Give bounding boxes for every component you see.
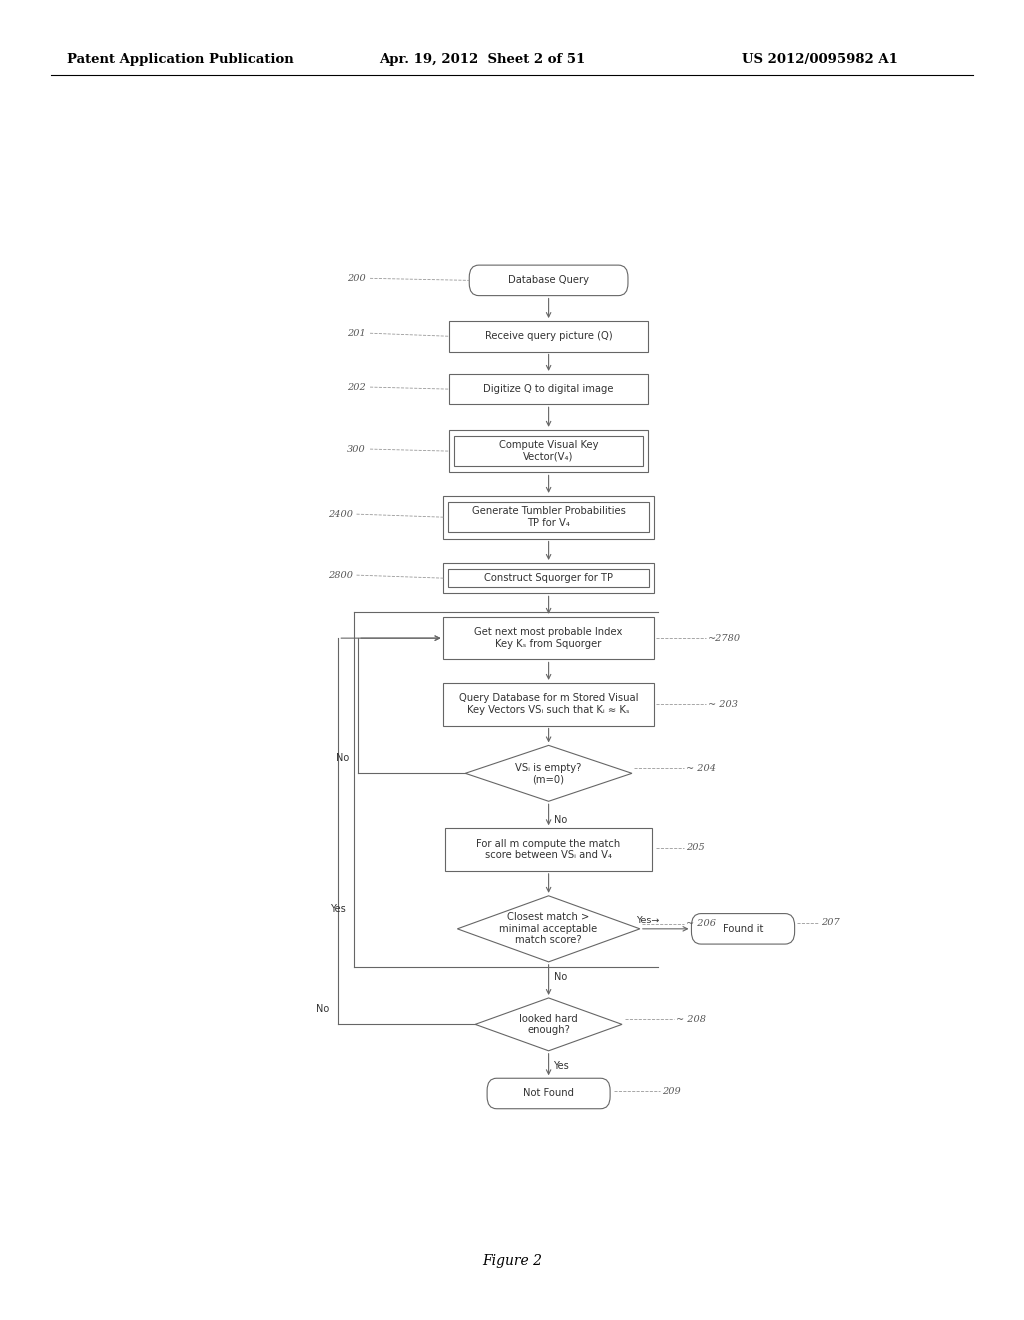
Bar <box>450 430 648 473</box>
FancyBboxPatch shape <box>487 1078 610 1109</box>
Text: 2400: 2400 <box>328 510 352 519</box>
Text: VSᵢ is empty?
(m=0): VSᵢ is empty? (m=0) <box>515 763 582 784</box>
Text: Patent Application Publication: Patent Application Publication <box>67 53 293 66</box>
Bar <box>450 374 648 404</box>
FancyBboxPatch shape <box>469 265 628 296</box>
Text: ~ 204: ~ 204 <box>686 764 716 772</box>
Text: No: No <box>554 972 567 982</box>
Text: looked hard
enough?: looked hard enough? <box>519 1014 578 1035</box>
Text: No: No <box>336 754 349 763</box>
Text: 300: 300 <box>347 445 367 454</box>
FancyBboxPatch shape <box>691 913 795 944</box>
Text: Yes: Yes <box>553 1061 568 1071</box>
Text: Apr. 19, 2012  Sheet 2 of 51: Apr. 19, 2012 Sheet 2 of 51 <box>379 53 585 66</box>
Text: Closest match >
minimal acceptable
match score?: Closest match > minimal acceptable match… <box>500 912 598 945</box>
Bar <box>443 496 653 539</box>
Bar <box>443 682 653 726</box>
Text: 202: 202 <box>347 383 367 392</box>
Text: Database Query: Database Query <box>508 276 589 285</box>
Text: 207: 207 <box>821 919 840 927</box>
Polygon shape <box>465 746 632 801</box>
Bar <box>450 321 648 351</box>
Bar <box>443 562 653 594</box>
Bar <box>455 436 643 466</box>
Text: 2800: 2800 <box>328 570 352 579</box>
Text: 200: 200 <box>347 273 367 282</box>
Text: Generate Tumbler Probabilities
TP for V₄: Generate Tumbler Probabilities TP for V₄ <box>472 507 626 528</box>
Polygon shape <box>475 998 622 1051</box>
Text: ~2780: ~2780 <box>709 634 741 643</box>
Text: Digitize Q to digital image: Digitize Q to digital image <box>483 384 613 395</box>
Text: ~ 206: ~ 206 <box>686 919 716 928</box>
Text: Query Database for m Stored Visual
Key Vectors VSᵢ such that Kᵢ ≈ Kₛ: Query Database for m Stored Visual Key V… <box>459 693 638 715</box>
Text: No: No <box>315 1005 329 1014</box>
Text: No: No <box>554 814 567 825</box>
Bar <box>443 616 653 660</box>
Text: Construct Squorger for TP: Construct Squorger for TP <box>484 573 613 583</box>
Text: Yes→: Yes→ <box>636 916 659 925</box>
Text: US 2012/0095982 A1: US 2012/0095982 A1 <box>742 53 898 66</box>
Text: Compute Visual Key
Vector(V₄): Compute Visual Key Vector(V₄) <box>499 441 598 462</box>
Text: 201: 201 <box>347 329 367 338</box>
Text: ~ 203: ~ 203 <box>709 700 738 709</box>
Text: Found it: Found it <box>723 924 763 933</box>
Bar <box>449 502 649 532</box>
Text: ~ 208: ~ 208 <box>677 1015 707 1024</box>
Text: 205: 205 <box>686 843 705 851</box>
Text: Get next most probable Index
Key Kₛ from Squorger: Get next most probable Index Key Kₛ from… <box>474 627 623 649</box>
Polygon shape <box>458 896 640 962</box>
Bar <box>445 828 652 871</box>
Text: Figure 2: Figure 2 <box>482 1254 542 1267</box>
Text: 209: 209 <box>663 1086 681 1096</box>
Text: Yes: Yes <box>331 903 346 913</box>
Text: For all m compute the match
score between VSᵢ and V₄: For all m compute the match score betwee… <box>476 838 621 861</box>
Text: Not Found: Not Found <box>523 1089 574 1098</box>
Text: Receive query picture (Q): Receive query picture (Q) <box>484 331 612 342</box>
Bar <box>449 569 649 587</box>
